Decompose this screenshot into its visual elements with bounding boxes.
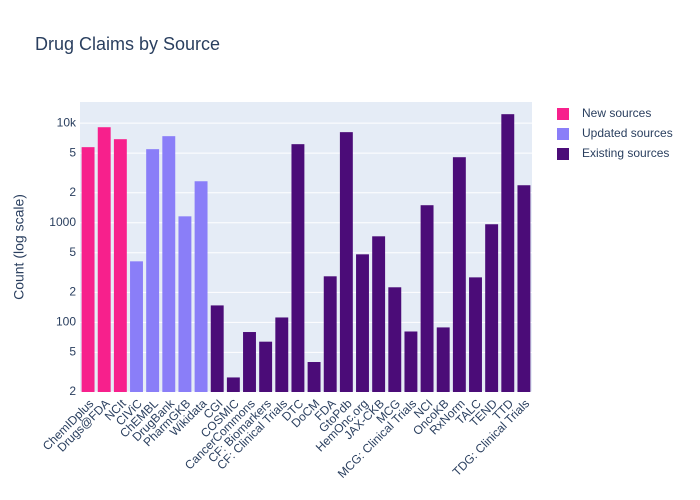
legend-swatch [557,128,569,140]
y-tick-label: 2 [69,285,76,299]
bar [113,139,127,392]
bar [307,362,321,392]
y-tick-label: 5 [69,345,76,359]
bar [194,181,208,392]
bar [291,144,305,392]
bar [81,147,95,392]
legend-label: Updated sources [582,126,673,140]
bar [469,277,482,392]
y-axis-title: Count (log scale) [11,194,27,300]
bar [323,276,337,392]
bar [226,377,240,392]
bar [97,127,111,393]
y-tick-label: 1000 [49,215,76,229]
bar [517,185,531,392]
bar [210,305,224,392]
y-tick-label: 5 [69,245,76,259]
legend-swatch [557,108,569,120]
bar [452,157,466,392]
legend-swatch [557,148,569,160]
bar [162,136,176,392]
bar [356,254,369,392]
bar [146,149,160,392]
bar [259,341,273,392]
y-tick-label: 10k [57,115,77,129]
legend-label: New sources [582,106,651,120]
bar [404,331,418,392]
legend-label: Existing sources [582,146,669,160]
bar [485,224,499,392]
bar [388,287,402,392]
y-tick-label: 5 [69,145,76,159]
bar [130,261,143,392]
bar [372,236,386,392]
chart-title: Drug Claims by Source [35,34,220,54]
y-tick-label: 100 [56,315,76,329]
bar [501,114,515,392]
bar [420,205,434,392]
y-tick-label: 2 [69,384,76,398]
bar [178,216,192,392]
bar [275,317,289,392]
bar [436,327,450,392]
bar [243,332,256,392]
y-tick-label: 2 [69,185,76,199]
bar [339,132,353,393]
